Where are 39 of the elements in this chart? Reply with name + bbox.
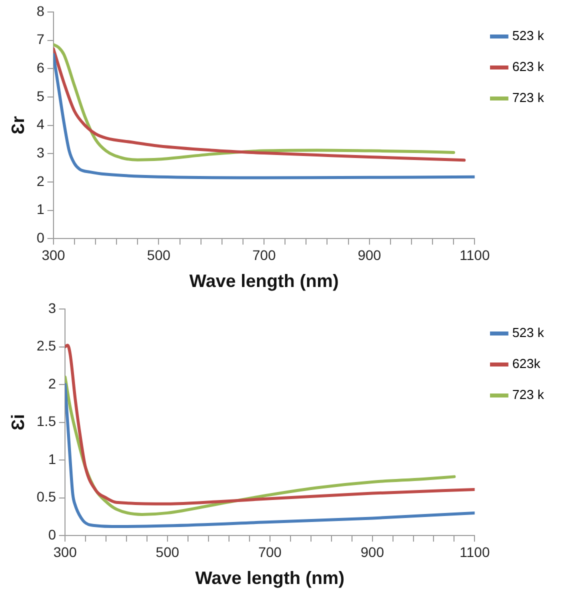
x-tick-label: 500 bbox=[147, 246, 171, 263]
x-tick-label: 1100 bbox=[460, 246, 490, 263]
x-axis-title: Wave length (nm) bbox=[189, 271, 339, 292]
x-tick-label: 700 bbox=[258, 544, 282, 560]
y-tick-label: 0 bbox=[48, 526, 56, 542]
y-tick-label: 2.5 bbox=[36, 338, 56, 354]
x-tick-label: 300 bbox=[42, 246, 66, 263]
x-tick-label: 900 bbox=[358, 246, 382, 263]
y-tick-label: 0.5 bbox=[36, 488, 56, 505]
y-tick-label: 8 bbox=[36, 2, 45, 19]
x-tick-label: 500 bbox=[156, 544, 180, 560]
y-tick-label: 0 bbox=[36, 229, 45, 246]
y-tick-label: 5 bbox=[36, 88, 45, 104]
line-series bbox=[53, 52, 475, 180]
y-tick-label: 7 bbox=[36, 31, 45, 48]
x-axis-title: Wave length (nm) bbox=[195, 568, 345, 588]
y-axis-title: Ɛr bbox=[8, 116, 28, 134]
legend-label: 523 k bbox=[512, 28, 544, 44]
legend-label: 723 k bbox=[512, 387, 544, 402]
legend-label: 623k bbox=[512, 356, 541, 372]
y-tick-label: 2 bbox=[48, 375, 56, 392]
x-tick-label: 300 bbox=[53, 544, 77, 560]
x-tick-label: 700 bbox=[252, 246, 276, 263]
y-axis-title: Ɛi bbox=[8, 414, 28, 430]
y-tick-label: 3 bbox=[48, 300, 56, 316]
y-tick-label: 4 bbox=[36, 116, 45, 132]
line-series bbox=[65, 383, 475, 528]
legend-label: 723 k bbox=[512, 90, 544, 106]
legend-label: 523 k bbox=[512, 325, 544, 340]
y-tick-label: 3 bbox=[36, 144, 45, 160]
y-tick-label: 1.5 bbox=[36, 413, 56, 430]
y-tick-label: 2 bbox=[36, 172, 45, 189]
y-tick-label: 6 bbox=[36, 60, 45, 76]
line-series bbox=[65, 344, 475, 506]
x-tick-label: 1100 bbox=[460, 544, 490, 560]
y-tick-label: 1 bbox=[48, 450, 56, 467]
legend-label: 623 k bbox=[512, 59, 544, 74]
y-tick-label: 1 bbox=[36, 201, 45, 218]
x-tick-label: 900 bbox=[360, 544, 384, 560]
